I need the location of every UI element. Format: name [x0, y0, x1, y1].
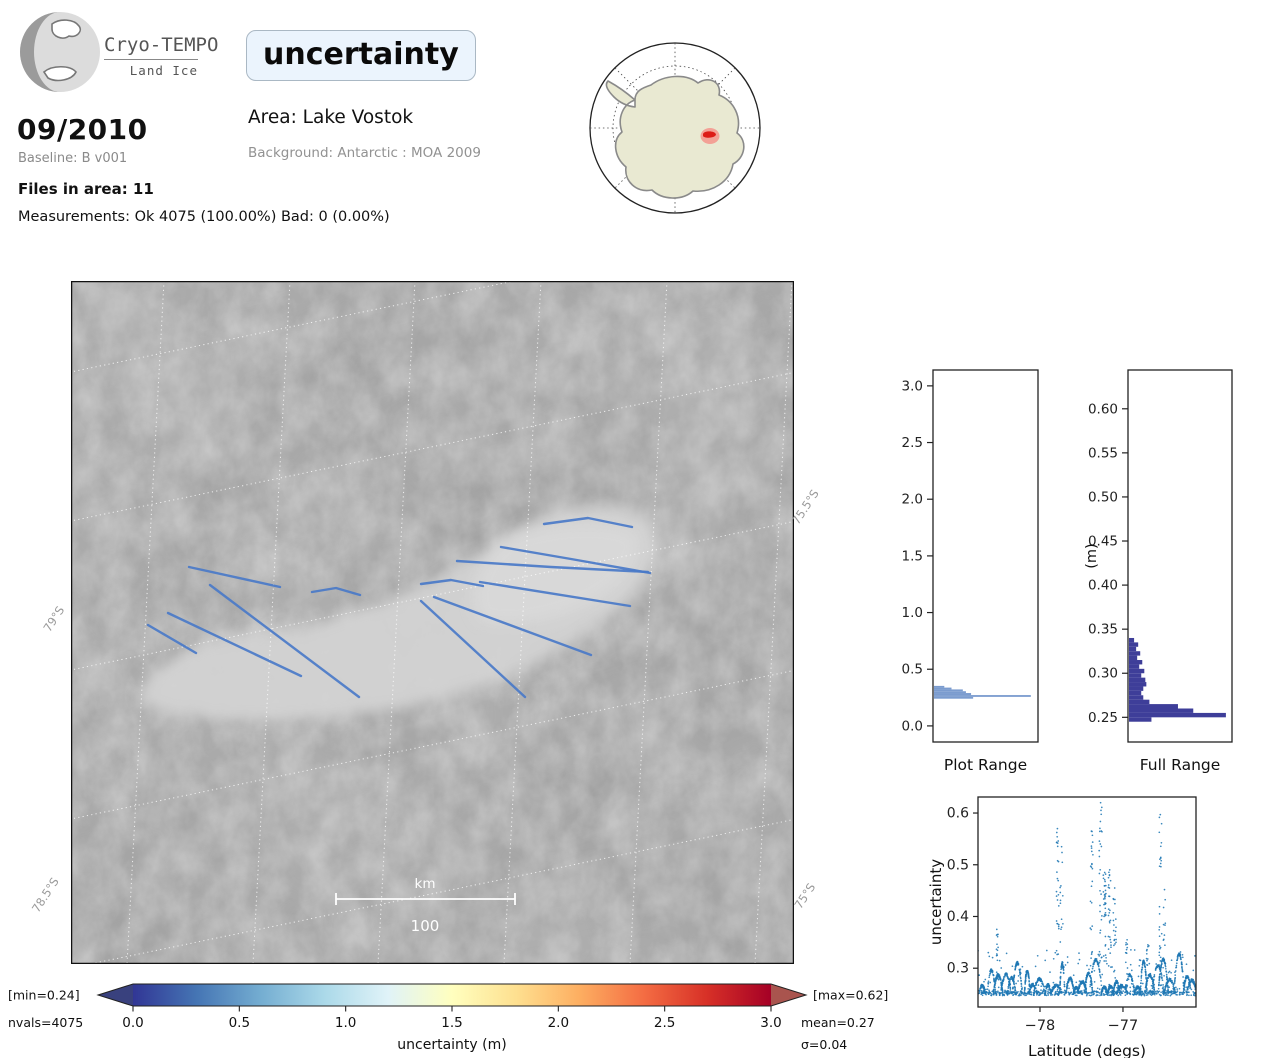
svg-text:1.5: 1.5 — [441, 1015, 462, 1031]
logo-text-block: Cryo-TEMPO Land Ice — [104, 34, 218, 78]
svg-text:Full Range: Full Range — [1140, 756, 1221, 774]
graticule-label-79s: 79°S — [40, 603, 68, 635]
antarctica-continent — [605, 75, 745, 199]
svg-text:0.5: 0.5 — [947, 857, 969, 873]
svg-text:2.0: 2.0 — [902, 492, 923, 508]
logo-subtitle: Land Ice — [129, 63, 198, 78]
svg-text:0.6: 0.6 — [947, 806, 969, 822]
svg-text:σ=0.04: σ=0.04 — [801, 1037, 847, 1052]
area-label: Area: Lake Vostok — [248, 107, 414, 128]
svg-text:0.35: 0.35 — [1088, 622, 1118, 638]
map-graticule — [71, 281, 794, 964]
svg-text:3.0: 3.0 — [760, 1015, 781, 1031]
main-map: km 100 — [70, 280, 795, 965]
svg-text:0.50: 0.50 — [1088, 489, 1118, 505]
svg-text:−77: −77 — [1108, 1018, 1139, 1034]
svg-text:[max=0.62]: [max=0.62] — [813, 988, 888, 1003]
plot_range-svg: 0.0 0.5 1.0 1.5 2.0 2.5 3.0 Plot Range — [902, 369, 1039, 774]
svg-text:(m): (m) — [1084, 543, 1100, 568]
scatter-points — [978, 801, 1196, 997]
svg-text:100: 100 — [411, 917, 440, 935]
cryo-tempo-logo-icon — [20, 12, 100, 92]
svg-text:0.4: 0.4 — [947, 909, 969, 925]
map-terrain: km 100 — [71, 281, 794, 964]
baseline-label: Baseline: B v001 — [18, 151, 128, 166]
satellite-tracks — [146, 516, 652, 699]
svg-text:0.30: 0.30 — [1088, 666, 1118, 682]
background-label: Background: Antarctic : MOA 2009 — [248, 145, 481, 161]
svg-text:mean=0.27: mean=0.27 — [801, 1015, 875, 1030]
svg-text:0.5: 0.5 — [902, 662, 923, 678]
svg-text:0.60: 0.60 — [1088, 401, 1118, 417]
graticule-label-78-5s: 78.5°S — [28, 874, 62, 916]
svg-text:1.0: 1.0 — [335, 1015, 356, 1031]
svg-text:Latitude (degs): Latitude (degs) — [1028, 1042, 1146, 1058]
svg-text:0.55: 0.55 — [1088, 445, 1118, 461]
svg-text:0.3: 0.3 — [947, 961, 969, 977]
svg-text:1.5: 1.5 — [902, 548, 923, 564]
map-scalebar: km 100 — [335, 876, 516, 935]
uncertainty-colorbar: 0.0 0.5 1.0 1.5 2.0 2.5 3.0 uncertainty (m) [min… — [0, 975, 910, 1060]
antarctica-locator-inset — [589, 42, 761, 214]
metric-badge[interactable]: uncertainty — [246, 30, 476, 81]
svg-text:1.0: 1.0 — [902, 605, 923, 621]
latitude-scatter-plot: −78 −77 0.3 0.4 0.5 0.6 Latitude (degs) uncerta… — [927, 790, 1213, 1060]
measurements-label: Measurements: Ok 4075 (100.00%) Bad: 0 (… — [18, 209, 390, 225]
svg-text:[min=0.24]: [min=0.24] — [8, 988, 80, 1003]
svg-text:0.5: 0.5 — [229, 1015, 250, 1031]
files-in-area-label: Files in area: 11 — [18, 180, 154, 198]
svg-text:0.25: 0.25 — [1088, 710, 1118, 726]
svg-text:0.45: 0.45 — [1088, 534, 1118, 550]
svg-text:uncertainty (m): uncertainty (m) — [397, 1037, 506, 1053]
full_range-svg: 0.25 0.30 0.35 0.40 0.45 0.50 0.55 0.60 Full Ran… — [1084, 369, 1233, 774]
full-range-histogram: 0.25 0.30 0.35 0.40 0.45 0.50 0.55 0.60 Full Ran… — [1082, 362, 1247, 780]
plot-range-histogram: 0.0 0.5 1.0 1.5 2.0 2.5 3.0 Plot Range — [895, 362, 1045, 780]
logo-title: Cryo-TEMPO — [104, 34, 218, 60]
svg-text:−78: −78 — [1025, 1018, 1056, 1034]
graticule-label-75s: 75°S — [791, 880, 819, 912]
svg-text:2.5: 2.5 — [654, 1015, 675, 1031]
latitude-scatter-svg: −78 −77 0.3 0.4 0.5 0.6 Latitude (degs) uncerta… — [927, 796, 1197, 1060]
svg-text:2.0: 2.0 — [548, 1015, 569, 1031]
map-border — [70, 280, 795, 965]
uncertainty-colorbar-svg: 0.0 0.5 1.0 1.5 2.0 2.5 3.0 uncertainty (m) [min… — [8, 983, 888, 1053]
svg-text:2.5: 2.5 — [902, 435, 923, 451]
svg-text:0.0: 0.0 — [902, 718, 923, 734]
area-marker — [703, 131, 716, 138]
svg-text:3.0: 3.0 — [902, 378, 923, 394]
svg-text:km: km — [415, 876, 436, 892]
svg-text:0.40: 0.40 — [1088, 578, 1118, 594]
map-canvas: km 100 — [70, 280, 795, 965]
svg-text:0.0: 0.0 — [122, 1015, 143, 1031]
svg-text:uncertainty: uncertainty — [928, 859, 945, 945]
date-title: 09/2010 — [17, 113, 148, 146]
svg-text:nvals=4075: nvals=4075 — [8, 1015, 83, 1030]
svg-text:Plot Range: Plot Range — [944, 756, 1027, 774]
